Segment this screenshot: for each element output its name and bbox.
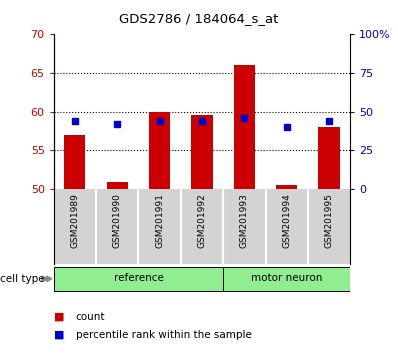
Text: GDS2786 / 184064_s_at: GDS2786 / 184064_s_at: [119, 12, 279, 25]
Text: ■: ■: [54, 330, 64, 339]
Text: cell type: cell type: [0, 274, 45, 284]
Bar: [64, 135, 86, 189]
Bar: [149, 112, 170, 189]
Bar: [54, 267, 223, 291]
Text: ■: ■: [54, 312, 64, 322]
Bar: [276, 185, 297, 189]
Text: GSM201990: GSM201990: [113, 193, 122, 248]
Bar: [234, 65, 255, 189]
Text: GSM201992: GSM201992: [197, 193, 207, 248]
Text: GSM201991: GSM201991: [155, 193, 164, 248]
Bar: [318, 127, 339, 189]
Text: percentile rank within the sample: percentile rank within the sample: [76, 330, 252, 339]
Text: motor neuron: motor neuron: [251, 273, 322, 283]
Text: GSM201989: GSM201989: [70, 193, 80, 248]
Bar: [107, 182, 128, 189]
Bar: [191, 115, 213, 189]
Text: GSM201994: GSM201994: [282, 193, 291, 248]
Text: GSM201995: GSM201995: [324, 193, 334, 248]
Text: reference: reference: [113, 273, 164, 283]
Text: GSM201993: GSM201993: [240, 193, 249, 248]
Text: count: count: [76, 312, 105, 322]
Bar: [223, 267, 350, 291]
